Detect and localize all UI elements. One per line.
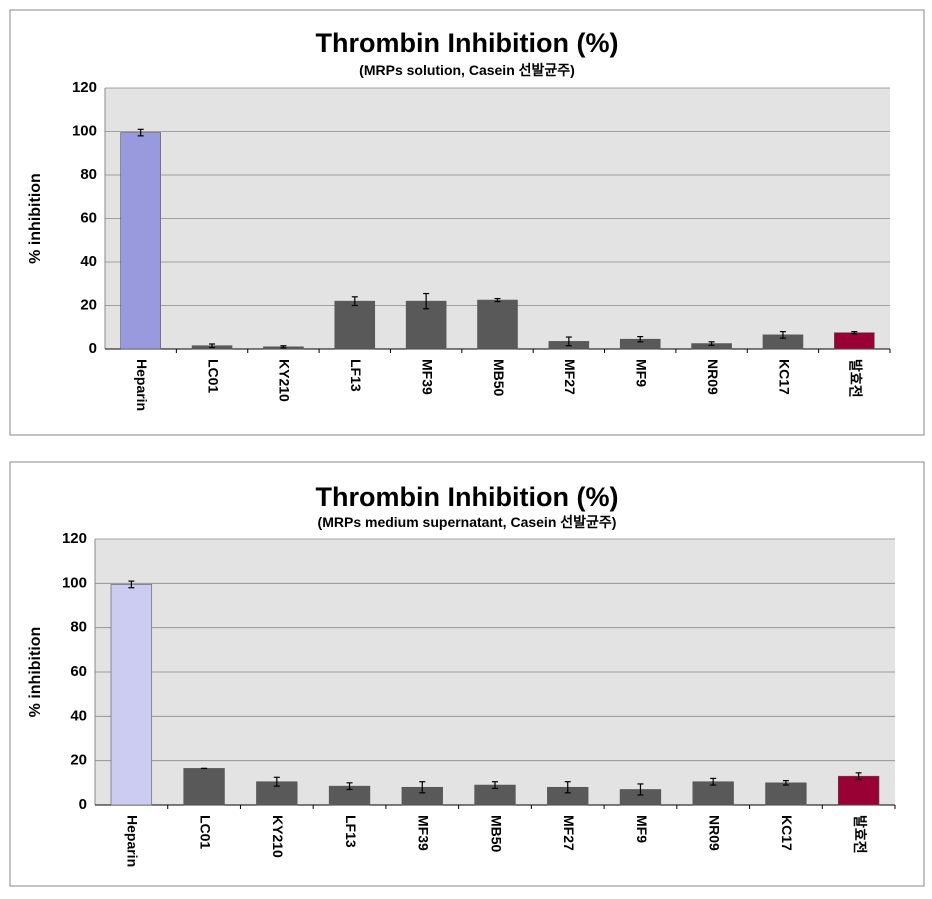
y-tick-label: 80 bbox=[80, 166, 97, 183]
x-tick-label: LC01 bbox=[205, 359, 221, 393]
error-bar bbox=[779, 331, 786, 339]
error-bar bbox=[209, 343, 216, 349]
error-bar bbox=[637, 783, 644, 796]
x-tick-label: KC17 bbox=[779, 815, 795, 851]
x-tick-label: Heparin bbox=[134, 359, 150, 411]
y-tick-label: 40 bbox=[70, 707, 87, 724]
x-tick-label: KC17 bbox=[776, 359, 792, 395]
y-tick-label: 60 bbox=[70, 663, 87, 680]
error-bar bbox=[351, 296, 358, 307]
x-tick-label: LF13 bbox=[348, 359, 364, 392]
x-tick-label: MB50 bbox=[488, 815, 504, 853]
y-tick-label: 100 bbox=[62, 574, 87, 591]
error-bar bbox=[128, 580, 135, 589]
x-tick-label: MF39 bbox=[419, 359, 435, 395]
error-bar bbox=[137, 128, 144, 137]
bar bbox=[765, 782, 807, 806]
x-tick-label: MF27 bbox=[561, 815, 577, 851]
bar bbox=[183, 768, 225, 806]
y-axis-label: % inhibition bbox=[27, 173, 44, 264]
y-tick-label: 40 bbox=[80, 253, 97, 270]
chart-title: Thrombin Inhibition (%) bbox=[316, 28, 619, 58]
y-tick-label: 0 bbox=[89, 340, 97, 357]
x-tick-label: 발효전 bbox=[848, 359, 864, 398]
bar bbox=[120, 132, 161, 350]
bar bbox=[334, 300, 376, 350]
error-bar bbox=[565, 336, 572, 347]
x-tick-label: NR09 bbox=[706, 815, 722, 851]
y-tick-label: 120 bbox=[62, 530, 87, 547]
error-bar bbox=[851, 331, 858, 335]
x-tick-label: KY210 bbox=[270, 815, 286, 858]
y-axis-label: % inhibition bbox=[27, 627, 44, 718]
chart-title: Thrombin Inhibition (%) bbox=[316, 482, 619, 512]
bar bbox=[837, 775, 880, 806]
y-tick-label: 60 bbox=[80, 209, 97, 226]
x-tick-label: NR09 bbox=[705, 359, 721, 395]
x-tick-label: MF9 bbox=[634, 359, 650, 387]
error-bar bbox=[273, 776, 280, 787]
error-bar bbox=[494, 297, 501, 303]
x-tick-label: LC01 bbox=[197, 815, 213, 849]
y-tick-label: 80 bbox=[70, 619, 87, 636]
error-bar bbox=[855, 772, 862, 781]
y-tick-label: 20 bbox=[80, 296, 97, 313]
x-tick-label: LF13 bbox=[343, 815, 359, 848]
error-bar bbox=[280, 345, 287, 349]
y-tick-label: 100 bbox=[72, 122, 97, 139]
bar bbox=[834, 332, 875, 350]
x-tick-label: 발효전 bbox=[852, 815, 868, 854]
x-tick-label: MF9 bbox=[634, 815, 650, 843]
y-tick-label: 0 bbox=[79, 796, 87, 813]
bar bbox=[477, 299, 518, 350]
chart-subtitle: (MRPs medium supernatant, Casein 선발균주) bbox=[318, 514, 617, 530]
x-tick-label: Heparin bbox=[125, 815, 141, 867]
x-tick-label: MF27 bbox=[562, 359, 578, 395]
error-bar bbox=[710, 777, 717, 786]
x-tick-label: KY210 bbox=[277, 359, 293, 402]
error-bar bbox=[782, 780, 789, 786]
bar bbox=[110, 584, 153, 806]
error-bar bbox=[492, 781, 498, 789]
error-bar bbox=[708, 341, 715, 346]
error-bar bbox=[423, 292, 430, 310]
x-tick-label: MB50 bbox=[491, 359, 507, 397]
x-tick-label: MF39 bbox=[416, 815, 432, 851]
error-bar bbox=[346, 782, 353, 791]
error-bar bbox=[564, 781, 571, 794]
error-bar bbox=[637, 336, 644, 343]
error-bar bbox=[419, 781, 426, 794]
y-tick-label: 20 bbox=[70, 752, 87, 769]
chart-subtitle: (MRPs solution, Casein 선발균주) bbox=[359, 62, 575, 78]
y-tick-label: 120 bbox=[72, 79, 97, 96]
